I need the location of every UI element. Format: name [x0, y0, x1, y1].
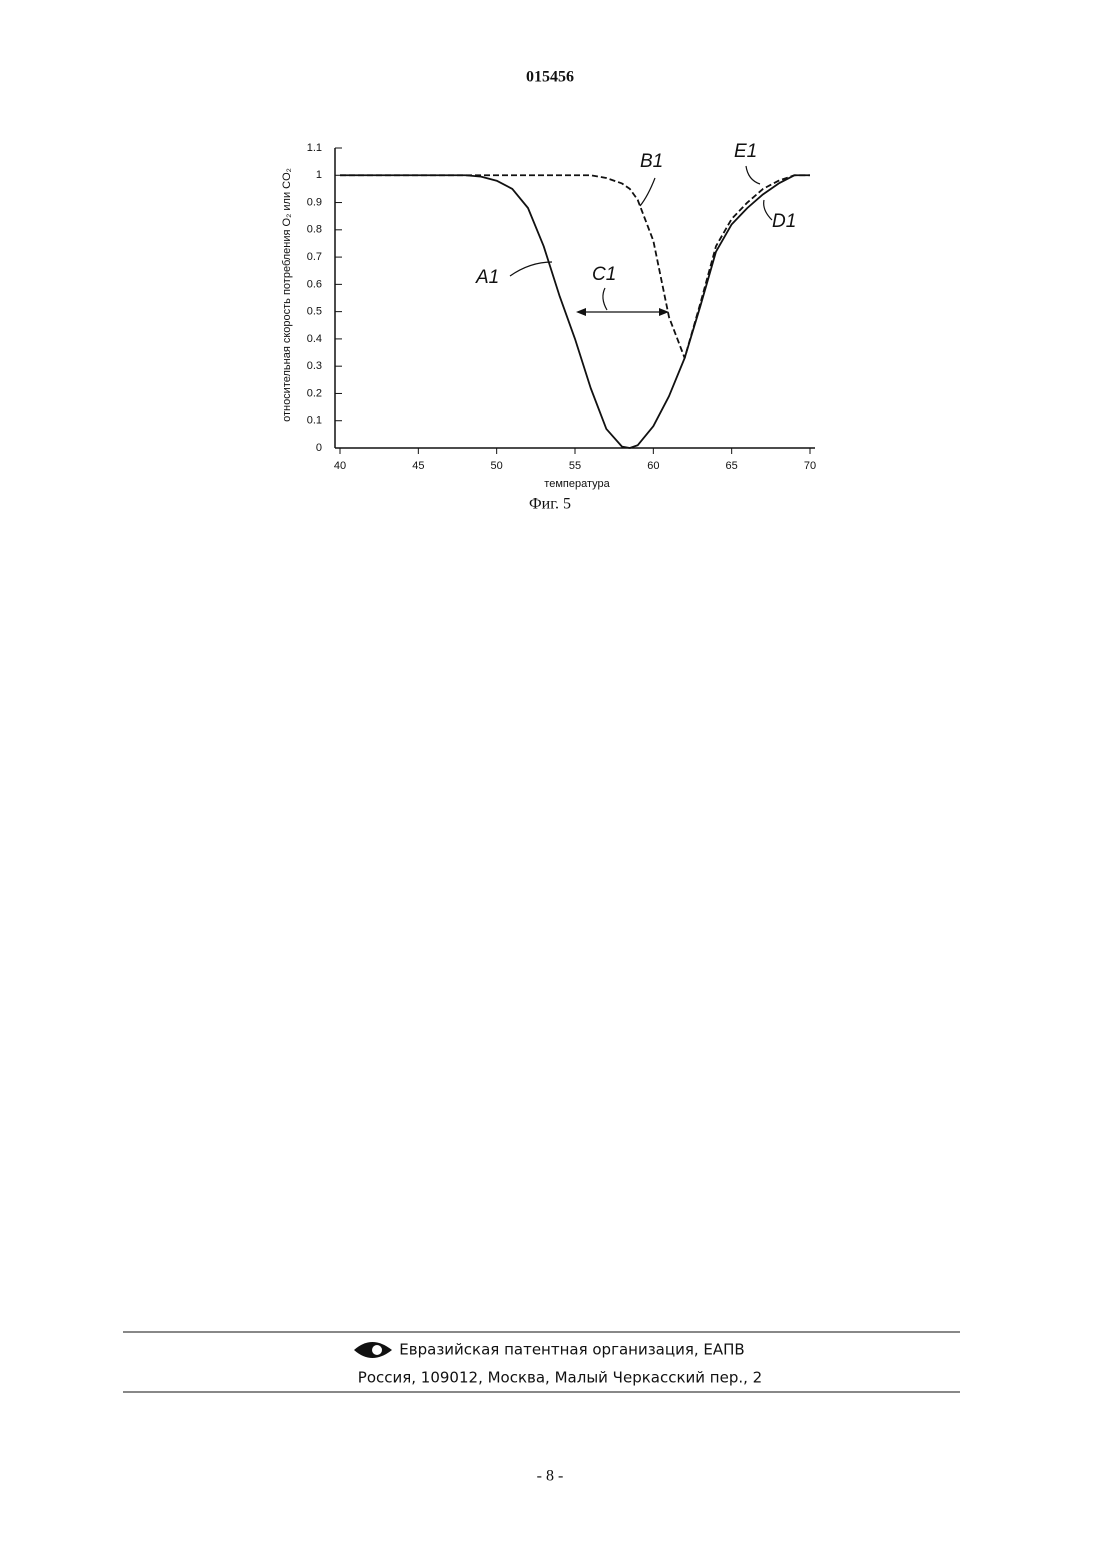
footer-address: Россия, 109012, Москва, Малый Черкасский… — [358, 1369, 762, 1387]
y-tick-label: 0.1 — [307, 415, 322, 427]
y-tick-label: 0.9 — [307, 196, 322, 208]
annotation: E1 — [734, 141, 757, 162]
y-tick-label: 0 — [316, 442, 322, 454]
x-tick-label: 60 — [647, 460, 659, 472]
y-axis-label: относительная скорость потребления O₂ ил… — [281, 168, 293, 422]
annotation-leader — [603, 288, 607, 310]
series-line — [340, 175, 810, 358]
y-tick-label: 0.8 — [307, 224, 322, 236]
y-tick-label: 0.3 — [307, 360, 322, 372]
y-tick-label: 0.5 — [307, 306, 322, 318]
x-tick-label: 65 — [726, 460, 738, 472]
annotation: A1 — [475, 267, 499, 288]
patent-number: 015456 — [526, 69, 574, 86]
y-tick-label: 0.6 — [307, 278, 322, 290]
annotation: B1 — [640, 151, 663, 172]
x-tick-label: 50 — [491, 460, 503, 472]
document: 015456 Фиг. 5 Евразийская патентная орга… — [0, 0, 1100, 1556]
figure-caption: Фиг. 5 — [529, 496, 571, 513]
annotation: C1 — [592, 264, 616, 285]
annotation-leader — [510, 262, 552, 276]
x-tick-label: 40 — [334, 460, 346, 472]
series-line — [340, 175, 810, 448]
y-tick-label: 0.2 — [307, 387, 322, 399]
y-tick-label: 1 — [316, 169, 322, 181]
annotation-leader — [746, 166, 760, 184]
annotation-leader — [764, 200, 772, 220]
y-tick-label: 0.7 — [307, 251, 322, 263]
y-tick-label: 0.4 — [307, 333, 322, 345]
logo — [354, 1342, 392, 1358]
footer-organization: Евразийская патентная организация, ЕАПВ — [399, 1341, 744, 1359]
page-number: - 8 - — [537, 1468, 564, 1485]
x-tick-label: 45 — [412, 460, 424, 472]
x-tick-label: 55 — [569, 460, 581, 472]
page: 015456 Фиг. 5 Евразийская патентная орга… — [0, 0, 1100, 1556]
annotation-leader — [640, 178, 655, 206]
x-axis-label: температура — [544, 478, 610, 490]
x-tick-label: 70 — [804, 460, 816, 472]
y-tick-label: 1.1 — [307, 142, 322, 154]
annotation: D1 — [772, 211, 796, 232]
